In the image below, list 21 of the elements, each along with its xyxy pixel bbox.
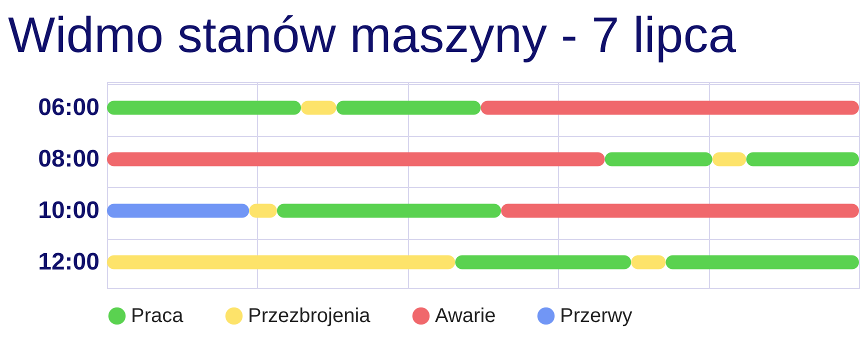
bar — [107, 255, 456, 270]
bar — [107, 204, 250, 218]
bar — [455, 255, 632, 270]
bar — [666, 255, 859, 270]
legend-label: Awarie — [435, 305, 496, 327]
bar — [501, 204, 859, 218]
bar — [107, 100, 302, 115]
y-tick-label: 06:00 — [38, 94, 100, 121]
bar — [480, 100, 859, 115]
y-tick-label: 12:00 — [38, 248, 100, 276]
chart-title: Widmo stanów maszyny - 7 lipca — [8, 7, 736, 63]
legend-label: Przezbrojenia — [248, 305, 372, 327]
y-tick-label: 10:00 — [38, 196, 100, 224]
legend-label: Praca — [131, 305, 184, 327]
bar — [746, 152, 859, 166]
bar — [107, 152, 605, 166]
legend-label: Przerwy — [560, 305, 632, 327]
bar — [276, 204, 502, 218]
bar — [336, 100, 481, 115]
y-tick-label: 08:00 — [38, 145, 100, 172]
bar — [604, 152, 712, 166]
